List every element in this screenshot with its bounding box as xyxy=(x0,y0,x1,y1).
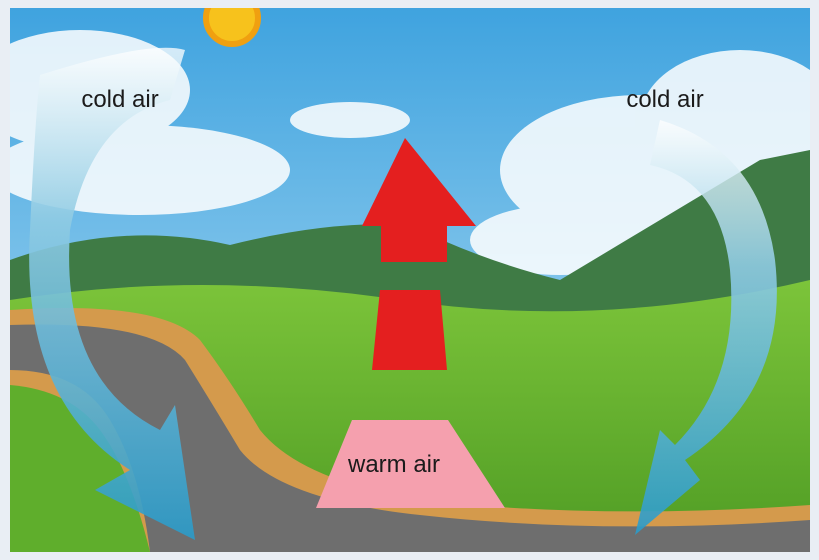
center-label: warm air xyxy=(347,451,440,478)
page: cold air cold air warm air (() => { cons… xyxy=(0,0,819,560)
scene: cold air cold air warm air xyxy=(0,0,819,560)
right-label: cold air xyxy=(626,86,703,113)
left-label: cold air xyxy=(81,86,158,113)
